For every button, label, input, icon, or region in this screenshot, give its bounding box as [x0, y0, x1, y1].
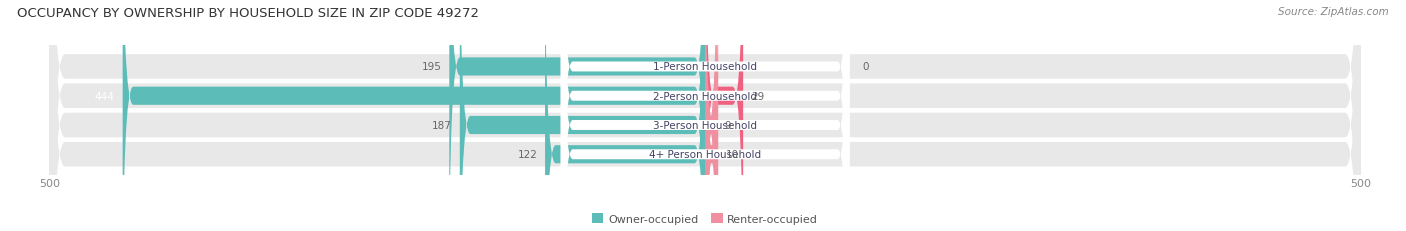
- FancyBboxPatch shape: [122, 0, 706, 231]
- FancyBboxPatch shape: [546, 0, 706, 231]
- FancyBboxPatch shape: [561, 0, 849, 231]
- Text: 195: 195: [422, 62, 441, 72]
- FancyBboxPatch shape: [460, 0, 706, 231]
- FancyBboxPatch shape: [450, 0, 706, 231]
- Text: Source: ZipAtlas.com: Source: ZipAtlas.com: [1278, 7, 1389, 17]
- Text: 9: 9: [724, 121, 731, 131]
- FancyBboxPatch shape: [49, 0, 1361, 231]
- FancyBboxPatch shape: [49, 0, 1361, 231]
- FancyBboxPatch shape: [49, 0, 1361, 231]
- Text: 29: 29: [751, 91, 765, 101]
- FancyBboxPatch shape: [561, 0, 849, 231]
- Text: 10: 10: [725, 150, 740, 160]
- Text: 1-Person Household: 1-Person Household: [654, 62, 756, 72]
- FancyBboxPatch shape: [49, 0, 1361, 231]
- Text: 4+ Person Household: 4+ Person Household: [650, 150, 761, 160]
- FancyBboxPatch shape: [706, 0, 718, 231]
- Text: 3-Person Household: 3-Person Household: [654, 121, 756, 131]
- Text: 444: 444: [96, 91, 115, 101]
- FancyBboxPatch shape: [706, 0, 717, 231]
- Text: 187: 187: [432, 121, 451, 131]
- Text: 2-Person Household: 2-Person Household: [654, 91, 756, 101]
- FancyBboxPatch shape: [561, 0, 849, 231]
- FancyBboxPatch shape: [706, 0, 744, 231]
- Legend: Owner-occupied, Renter-occupied: Owner-occupied, Renter-occupied: [588, 209, 823, 228]
- FancyBboxPatch shape: [561, 0, 849, 231]
- Text: OCCUPANCY BY OWNERSHIP BY HOUSEHOLD SIZE IN ZIP CODE 49272: OCCUPANCY BY OWNERSHIP BY HOUSEHOLD SIZE…: [17, 7, 479, 20]
- Text: 0: 0: [862, 62, 869, 72]
- Text: 122: 122: [517, 150, 537, 160]
